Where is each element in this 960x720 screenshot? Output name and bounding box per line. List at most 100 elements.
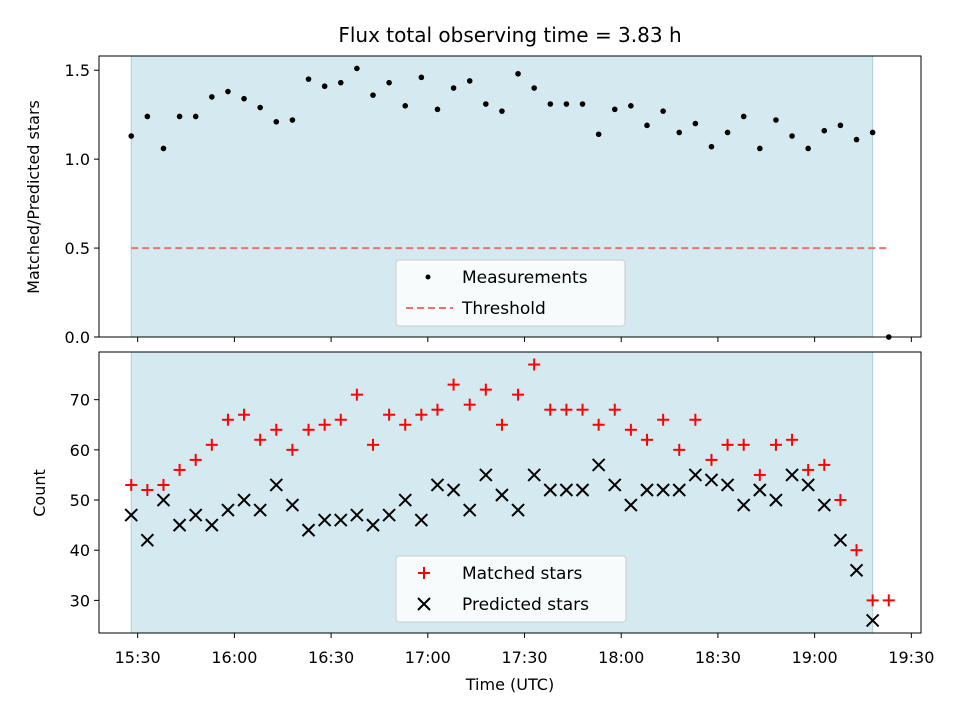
predicted-star-marker [205,518,219,532]
predicted-star-marker [704,473,719,487]
bottom-x-tick-label: 18:30 [695,648,741,667]
predicted-star-marker [350,508,364,522]
bottom-matched-markers [125,358,895,607]
predicted-star-marker [785,468,799,482]
measurement-point [853,136,860,143]
bottom-x-axis-label: Time (UTC) [465,675,554,694]
predicted-star-marker [156,493,171,507]
legend-matched-marker [418,567,430,579]
bottom-legend-box [395,555,627,623]
measurement-point [386,79,392,86]
legend-predicted-label: Predicted stars [462,595,589,615]
measurement-point [144,113,151,120]
predicted-star-marker [140,533,155,547]
measurement-point [128,133,135,139]
predicted-star-marker [414,513,429,527]
predicted-star-marker [382,508,396,522]
top-panel: 0.0 0.5 1.0 1.5 Flux total observing time =… [24,23,922,347]
measurement-point [789,133,795,139]
legend-matched-label: Matched stars [462,564,582,584]
matched-star-marker [157,478,170,491]
bottom-x-axis: 15:30 16:00 16:30 17:00 17:30 18:00 18:30 19:00… [115,633,934,667]
bottom-y-axis: 30 40 50 60 70 [70,391,99,610]
measurement-point [483,101,489,107]
predicted-star-marker [479,468,493,482]
measurement-point [724,129,731,136]
measurement-point [466,78,473,84]
measurement-point [805,145,811,152]
matched-star-marker [399,418,412,431]
measurement-point [676,129,683,136]
matched-star-marker [318,418,331,431]
matched-star-marker [850,544,863,557]
predicted-star-marker [430,478,445,492]
bottom-predicted-markers [124,458,880,628]
predicted-star-marker [269,478,284,492]
predicted-star-marker [672,483,686,497]
matched-star-marker [270,423,283,436]
measurement-point [515,70,521,77]
top-y-tick-label: 0.0 [65,328,90,347]
predicted-star-marker [640,483,654,497]
matched-star-marker [447,378,460,391]
matched-star-marker [383,408,396,421]
bottom-x-tick-label: 15:30 [115,648,161,667]
matched-star-marker [238,408,251,421]
predicted-star-marker [559,483,574,497]
predicted-star-marker [188,508,203,522]
matched-star-marker [479,383,492,396]
predicted-star-marker [511,503,525,517]
bottom-panel: 30 40 50 60 70 15:30 16:00 16:30 17:00 17:30 18:0… [30,351,934,694]
bottom-x-tick-label: 18:00 [598,648,644,667]
matched-star-marker [769,438,782,451]
predicted-star-marker [527,468,541,482]
matched-star-marker [512,388,525,401]
matched-star-marker [866,594,879,607]
measurement-point [337,79,344,86]
measurement-point [579,101,586,107]
measurement-point [418,74,425,81]
measurement-point [321,83,328,90]
measurement-point [273,119,280,125]
measurement-point [837,122,844,129]
top-measurement-points [128,65,892,340]
measurement-point [869,129,876,136]
predicted-star-marker [301,523,316,537]
matched-star-marker [721,438,734,451]
predicted-star-marker [398,493,412,507]
top-y-tick-label: 1.5 [65,61,90,80]
top-y-tick-label: 1.0 [65,150,90,169]
measurement-point [628,102,634,109]
matched-star-marker [786,433,799,446]
top-legend: Measurements Threshold [395,259,626,327]
measurement-point [499,108,505,114]
measurement-point [402,102,409,109]
matched-star-marker [221,413,234,426]
matched-star-marker [254,433,267,446]
matched-star-marker [528,358,541,371]
matched-star-marker [415,408,428,421]
matched-star-marker [173,463,186,476]
predicted-star-marker [769,493,783,507]
top-y-tick-label: 0.5 [65,239,90,258]
matched-star-marker [882,594,895,607]
measurement-point [740,113,747,120]
matched-star-marker [657,413,670,426]
matched-star-marker [495,418,508,431]
predicted-star-marker [833,533,848,547]
measurement-point [547,101,554,107]
matched-star-marker [431,403,444,416]
measurement-point [209,94,215,100]
predicted-star-marker [575,483,590,497]
measurement-point [644,122,650,129]
measurement-point [225,88,231,95]
measurement-point [708,143,715,150]
bottom-y-axis-label: Count [30,469,49,517]
matched-star-marker [737,438,750,451]
predicted-star-marker [285,498,300,512]
bottom-x-tick-label: 19:30 [888,648,934,667]
predicted-star-marker [608,478,622,492]
top-axes-frame [98,55,922,338]
measurement-point [660,108,666,114]
bottom-x-tick-label: 16:30 [308,648,354,667]
